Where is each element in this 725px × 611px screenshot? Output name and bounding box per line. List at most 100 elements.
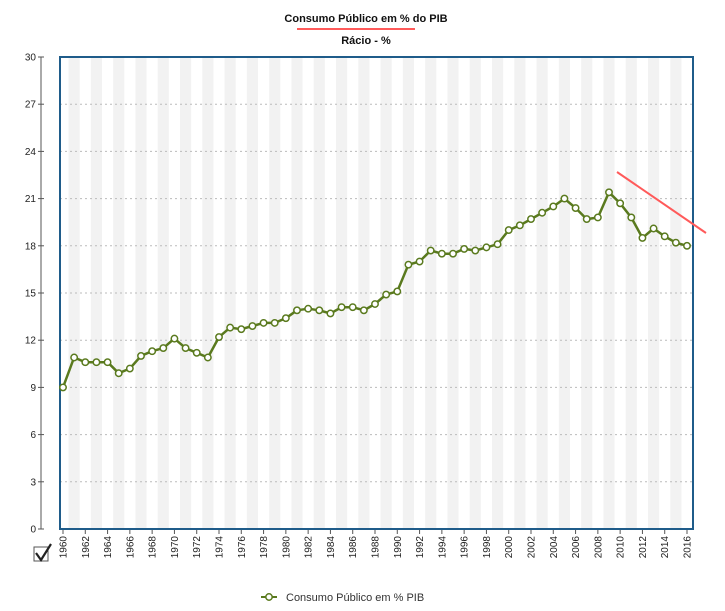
- year-band: [558, 57, 570, 529]
- series-toggle-checkbox[interactable]: [33, 543, 52, 562]
- data-point[interactable]: [326, 309, 335, 318]
- data-point[interactable]: [248, 322, 257, 330]
- data-point[interactable]: [181, 344, 190, 353]
- x-tick-label: 1994: [437, 536, 448, 559]
- x-tick-label: 1978: [259, 536, 270, 559]
- data-point[interactable]: [259, 318, 268, 327]
- year-band: [358, 57, 370, 529]
- data-point[interactable]: [504, 226, 513, 235]
- data-point[interactable]: [415, 257, 424, 266]
- data-point[interactable]: [627, 213, 636, 222]
- data-point[interactable]: [460, 244, 469, 253]
- data-point[interactable]: [125, 364, 134, 373]
- x-tick-label: 1974: [215, 536, 226, 559]
- data-point[interactable]: [482, 243, 491, 252]
- data-point[interactable]: [81, 358, 90, 367]
- y-tick-label: 3: [30, 477, 36, 488]
- x-tick-label: 1986: [348, 536, 359, 559]
- data-point[interactable]: [237, 325, 246, 334]
- data-point[interactable]: [649, 224, 658, 233]
- data-point[interactable]: [437, 249, 446, 258]
- series-line: [61, 191, 688, 388]
- x-tick-label: 1972: [192, 536, 203, 559]
- data-point[interactable]: [582, 215, 591, 224]
- data-point[interactable]: [226, 323, 235, 332]
- chart-title: Consumo Público em % do PIB: [284, 13, 447, 25]
- data-point[interactable]: [560, 194, 569, 203]
- data-point[interactable]: [70, 353, 79, 362]
- x-tick-label: 2000: [504, 536, 515, 559]
- legend-marker-icon: [265, 593, 273, 601]
- data-point[interactable]: [304, 304, 313, 313]
- x-tick-label: 1960: [59, 536, 70, 559]
- data-point[interactable]: [293, 306, 301, 315]
- x-tick-label: 1984: [326, 536, 337, 559]
- data-point[interactable]: [192, 348, 201, 357]
- data-point[interactable]: [671, 238, 680, 247]
- data-point[interactable]: [159, 344, 168, 353]
- data-point[interactable]: [382, 290, 391, 299]
- data-point[interactable]: [59, 383, 67, 392]
- data-point[interactable]: [203, 353, 212, 362]
- data-point[interactable]: [281, 314, 290, 323]
- data-point[interactable]: [538, 208, 547, 217]
- x-tick-label: 1964: [103, 536, 114, 559]
- data-point[interactable]: [683, 241, 691, 250]
- data-point[interactable]: [348, 303, 357, 312]
- data-point[interactable]: [359, 306, 368, 315]
- data-point[interactable]: [404, 260, 413, 269]
- year-band: [492, 57, 504, 529]
- data-point[interactable]: [593, 213, 602, 222]
- x-tick-label: 1988: [371, 536, 382, 559]
- data-point[interactable]: [315, 306, 324, 315]
- data-point[interactable]: [660, 232, 669, 241]
- year-band: [246, 57, 258, 529]
- data-point[interactable]: [616, 199, 625, 208]
- x-tick-label: 2004: [549, 536, 560, 559]
- x-tick-label: 2016: [683, 536, 694, 559]
- data-point[interactable]: [393, 287, 402, 296]
- x-tick-label: 1970: [170, 536, 181, 559]
- data-point[interactable]: [426, 246, 435, 255]
- x-tick-label: 1996: [460, 536, 471, 559]
- data-point[interactable]: [549, 202, 558, 211]
- x-tick-label: 2002: [527, 536, 538, 559]
- data-point[interactable]: [114, 369, 123, 378]
- legend[interactable]: Consumo Público em % PIB: [261, 592, 424, 604]
- data-point[interactable]: [449, 249, 457, 258]
- data-point[interactable]: [148, 347, 157, 356]
- data-point[interactable]: [571, 204, 580, 212]
- series-consumo-publico[interactable]: [59, 188, 691, 392]
- data-point[interactable]: [270, 318, 279, 327]
- year-band: [68, 57, 80, 529]
- data-point[interactable]: [515, 221, 524, 230]
- x-tick-label: 1990: [393, 536, 404, 559]
- data-point[interactable]: [605, 188, 613, 197]
- year-band: [313, 57, 325, 529]
- data-point[interactable]: [527, 215, 535, 224]
- data-point[interactable]: [371, 300, 379, 308]
- year-band: [536, 57, 548, 529]
- y-tick-label: 21: [25, 194, 37, 205]
- data-point[interactable]: [103, 358, 112, 367]
- data-point[interactable]: [638, 233, 647, 242]
- x-tick-label: 1982: [304, 536, 315, 559]
- y-tick-label: 15: [25, 289, 37, 300]
- data-point[interactable]: [170, 334, 179, 343]
- x-tick-label: 2008: [593, 536, 604, 559]
- x-tick-label: 1962: [81, 536, 92, 559]
- data-point[interactable]: [215, 333, 223, 342]
- year-band: [447, 57, 459, 529]
- y-tick-label: 6: [30, 430, 36, 441]
- data-point[interactable]: [92, 358, 101, 367]
- data-point[interactable]: [137, 351, 145, 360]
- data-point[interactable]: [493, 240, 502, 249]
- year-band: [402, 57, 414, 529]
- x-tick-label: 1998: [482, 536, 493, 559]
- data-point[interactable]: [337, 303, 346, 312]
- x-axis: 1960 1962 1964 1966 1968 1970 1972 1974 1976 1978…: [59, 529, 694, 558]
- y-tick-label: 18: [25, 241, 37, 252]
- data-point[interactable]: [471, 246, 480, 255]
- year-band: [202, 57, 214, 529]
